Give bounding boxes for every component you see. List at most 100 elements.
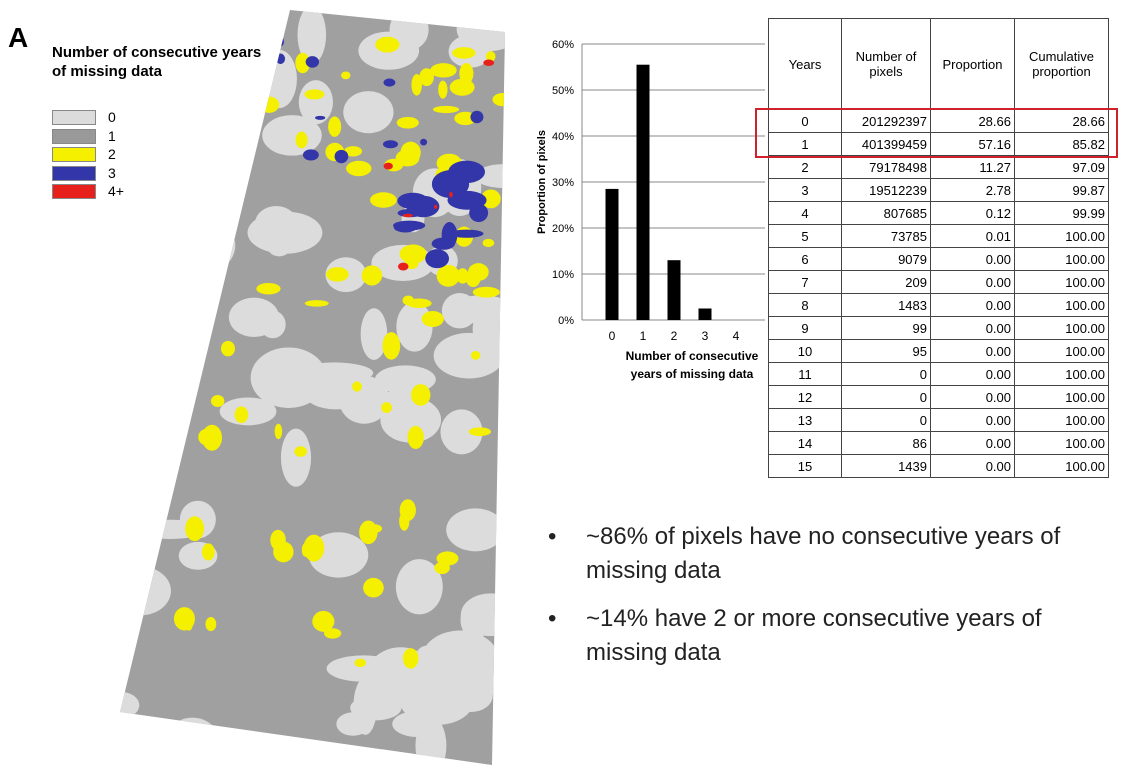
map-patch xyxy=(185,516,204,541)
table-cell: 5 xyxy=(769,225,842,248)
table-cell: 0.12 xyxy=(931,202,1015,225)
highlight-box xyxy=(755,108,1118,158)
x-tick-label: 0 xyxy=(609,329,616,343)
table-cell: 0.00 xyxy=(931,432,1015,455)
legend-label: 0 xyxy=(108,109,116,125)
table-row: 1100.00100.00 xyxy=(769,363,1109,386)
map-patch xyxy=(492,93,513,106)
table-row: 48076850.1299.99 xyxy=(769,202,1109,225)
map-patch xyxy=(174,607,195,630)
map-patch xyxy=(433,106,459,113)
map-patch xyxy=(352,381,362,391)
table-cell: 19512239 xyxy=(842,179,931,202)
map-patch xyxy=(346,161,371,176)
table-cell: 12 xyxy=(769,386,842,409)
map-patch xyxy=(137,83,164,101)
legend-swatch xyxy=(52,147,96,162)
map-patch xyxy=(470,111,483,123)
map-patch xyxy=(294,446,307,457)
bar xyxy=(637,65,650,320)
map-patch xyxy=(255,206,298,242)
table-cell: 0.00 xyxy=(931,340,1015,363)
table-cell: 9079 xyxy=(842,248,931,271)
map-patch xyxy=(411,74,422,96)
map-patch xyxy=(411,384,430,406)
map-patch xyxy=(363,578,384,598)
map-patch xyxy=(268,238,291,256)
map-patch xyxy=(202,543,215,560)
x-tick-label: 3 xyxy=(702,329,709,343)
map-patch xyxy=(375,37,399,53)
y-axis-title: Proportion of pixels xyxy=(536,130,548,234)
table-cell: 10 xyxy=(769,340,842,363)
map-patch xyxy=(400,142,420,164)
table-row: 5737850.01100.00 xyxy=(769,225,1109,248)
table-cell: 15 xyxy=(769,455,842,478)
legend-swatch xyxy=(52,129,96,144)
map-patch xyxy=(366,647,436,708)
map-patch xyxy=(383,140,398,148)
table-cell: 0.01 xyxy=(931,225,1015,248)
table-cell: 209 xyxy=(842,271,931,294)
table-cell: 100.00 xyxy=(1015,386,1109,409)
table-cell: 3 xyxy=(769,179,842,202)
table: YearsNumber of pixelsProportionCumulativ… xyxy=(768,18,1109,478)
map-patch xyxy=(198,429,214,445)
map-patch xyxy=(397,193,428,209)
map-patch xyxy=(296,132,308,149)
table-cell: 99.87 xyxy=(1015,179,1109,202)
map-patch xyxy=(483,239,495,247)
map-patch xyxy=(403,648,419,668)
map-patch xyxy=(134,307,165,328)
table-cell: 100.00 xyxy=(1015,432,1109,455)
map-patch xyxy=(343,91,393,133)
table-cell: 8 xyxy=(769,294,842,317)
table-cell: 100.00 xyxy=(1015,225,1109,248)
map-patch xyxy=(205,617,216,631)
table-cell: 9 xyxy=(769,317,842,340)
map-patch xyxy=(312,611,334,632)
table-cell: 2.78 xyxy=(931,179,1015,202)
table-row: 1514390.00100.00 xyxy=(769,455,1109,478)
table-cell: 0.00 xyxy=(931,317,1015,340)
table-cell: 2 xyxy=(769,156,842,179)
map-patch xyxy=(420,139,427,146)
table-cell: 100.00 xyxy=(1015,455,1109,478)
map-patch xyxy=(436,551,458,565)
table-header-row: YearsNumber of pixelsProportionCumulativ… xyxy=(769,19,1109,110)
map-patch xyxy=(400,499,416,521)
page: A Number of consecutive years of missing… xyxy=(0,0,1121,765)
table-cell: 0.00 xyxy=(931,386,1015,409)
map-patch xyxy=(430,63,456,77)
y-tick-label: 0% xyxy=(558,315,574,327)
map-patch xyxy=(384,163,393,170)
table-cell: 0.00 xyxy=(931,409,1015,432)
map-patch xyxy=(438,81,447,99)
table-header-cell: Proportion xyxy=(931,19,1015,110)
map-patch xyxy=(121,0,178,25)
map-patch xyxy=(370,192,397,207)
map-patch xyxy=(362,265,383,285)
map-patch xyxy=(211,395,224,407)
map-patch xyxy=(335,150,349,163)
table-cell: 4 xyxy=(769,202,842,225)
table-cell: 100.00 xyxy=(1015,363,1109,386)
map-patch xyxy=(229,298,279,337)
map-patch xyxy=(425,249,449,268)
map-patch xyxy=(226,129,244,139)
table-cell: 100.00 xyxy=(1015,271,1109,294)
legend-label: 3 xyxy=(108,165,116,181)
map-patch xyxy=(397,117,419,129)
map-patch xyxy=(457,268,469,283)
map-patch xyxy=(449,192,452,198)
map-patch xyxy=(382,332,400,360)
y-tick-label: 10% xyxy=(552,269,574,281)
table-row: 14860.00100.00 xyxy=(769,432,1109,455)
table-cell: 0.00 xyxy=(931,363,1015,386)
